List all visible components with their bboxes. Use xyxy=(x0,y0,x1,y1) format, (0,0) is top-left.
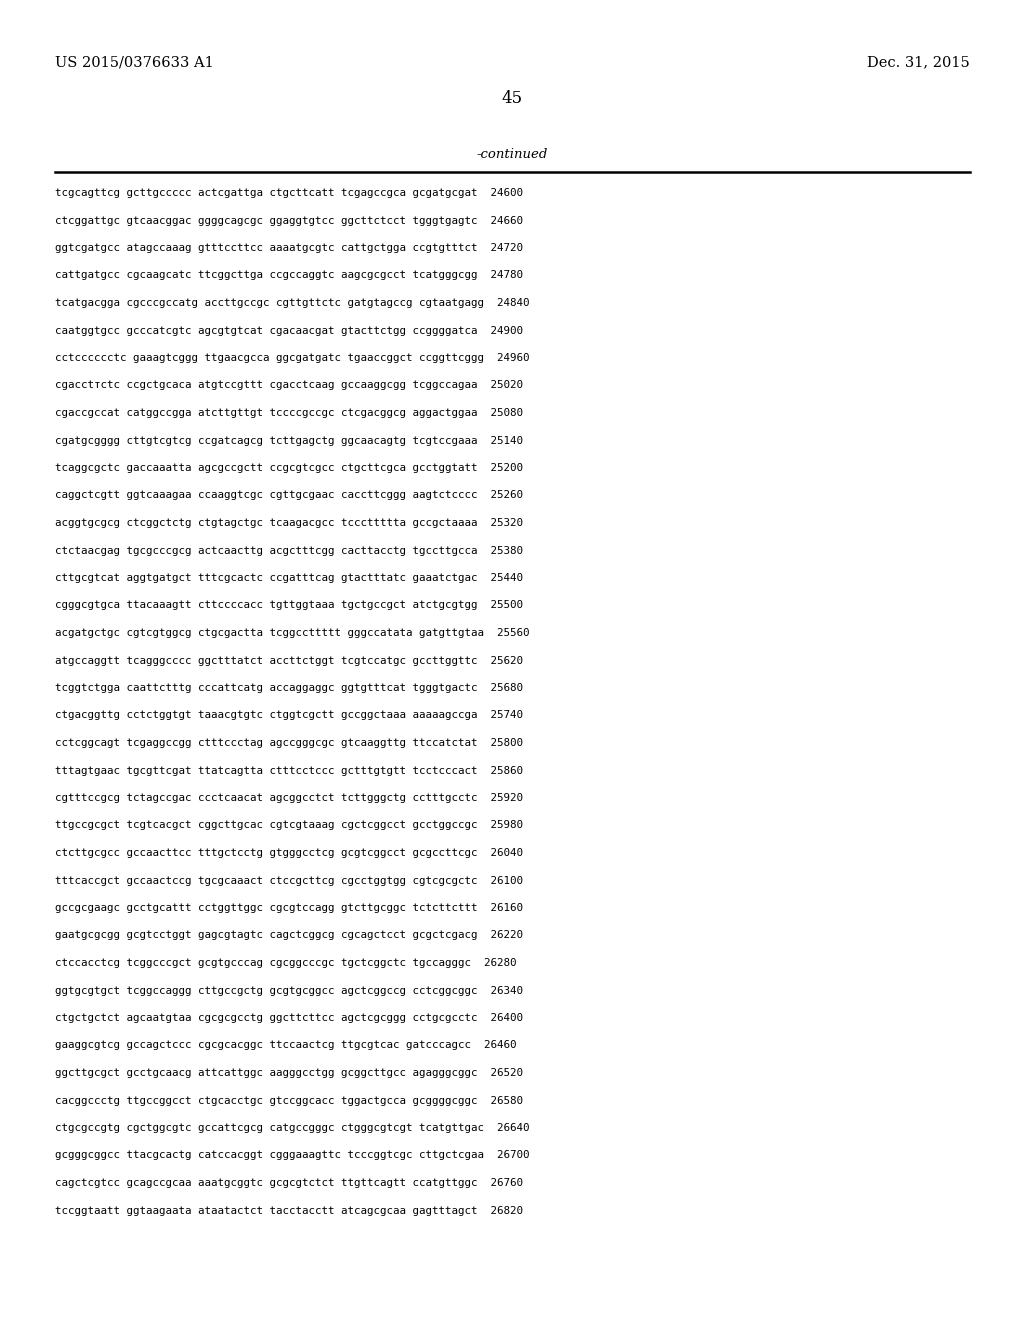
Text: cgacctтctc ccgctgcaca atgtccgttt cgacctcaag gccaaggcgg tcggccagaa  25020: cgacctтctc ccgctgcaca atgtccgttt cgacctc… xyxy=(55,380,523,391)
Text: tttagtgaac tgcgttcgat ttatcagtta ctttcctccc gctttgtgtt tcctcccact  25860: tttagtgaac tgcgttcgat ttatcagtta ctttcct… xyxy=(55,766,523,776)
Text: gcgggcggcc ttacgcactg catccacggt cgggaaagttc tcccggtcgc cttgctcgaa  26700: gcgggcggcc ttacgcactg catccacggt cgggaaa… xyxy=(55,1151,529,1160)
Text: gaatgcgcgg gcgtcctggt gagcgtagtc cagctcggcg cgcagctcct gcgctcgacg  26220: gaatgcgcgg gcgtcctggt gagcgtagtc cagctcg… xyxy=(55,931,523,940)
Text: Dec. 31, 2015: Dec. 31, 2015 xyxy=(867,55,970,69)
Text: cgaccgccat catggccgga atcttgttgt tccccgccgc ctcgacggcg aggactggaa  25080: cgaccgccat catggccgga atcttgttgt tccccgc… xyxy=(55,408,523,418)
Text: 45: 45 xyxy=(502,90,522,107)
Text: tttcaccgct gccaactccg tgcgcaaact ctccgcttcg cgcctggtgg cgtcgcgctc  26100: tttcaccgct gccaactccg tgcgcaaact ctccgct… xyxy=(55,875,523,886)
Text: gccgcgaagc gcctgcattt cctggttggc cgcgtccagg gtcttgcggc tctcttcttt  26160: gccgcgaagc gcctgcattt cctggttggc cgcgtcc… xyxy=(55,903,523,913)
Text: acgatgctgc cgtcgtggcg ctgcgactta tcggccttttt gggccatata gatgttgtaa  25560: acgatgctgc cgtcgtggcg ctgcgactta tcggcct… xyxy=(55,628,529,638)
Text: tccggtaatt ggtaagaata ataatactct tacctacctt atcagcgcaa gagtttagct  26820: tccggtaatt ggtaagaata ataatactct tacctac… xyxy=(55,1205,523,1216)
Text: -continued: -continued xyxy=(476,148,548,161)
Text: cgggcgtgca ttacaaagtt cttccccacc tgttggtaaa tgctgccgct atctgcgtgg  25500: cgggcgtgca ttacaaagtt cttccccacc tgttggt… xyxy=(55,601,523,610)
Text: tcatgacgga cgcccgccatg accttgccgc cgttgttctc gatgtagccg cgtaatgagg  24840: tcatgacgga cgcccgccatg accttgccgc cgttgt… xyxy=(55,298,529,308)
Text: cattgatgcc cgcaagcatc ttcggcttga ccgccaggtc aagcgcgcct tcatgggcgg  24780: cattgatgcc cgcaagcatc ttcggcttga ccgccag… xyxy=(55,271,523,281)
Text: cacggccctg ttgccggcct ctgcacctgc gtccggcacc tggactgcca gcggggcggc  26580: cacggccctg ttgccggcct ctgcacctgc gtccggc… xyxy=(55,1096,523,1106)
Text: ctgctgctct agcaatgtaa cgcgcgcctg ggcttcttcc agctcgcggg cctgcgcctc  26400: ctgctgctct agcaatgtaa cgcgcgcctg ggcttct… xyxy=(55,1012,523,1023)
Text: ggtgcgtgct tcggccaggg cttgccgctg gcgtgcggcc agctcggccg cctcggcggc  26340: ggtgcgtgct tcggccaggg cttgccgctg gcgtgcg… xyxy=(55,986,523,995)
Text: ctgcgccgtg cgctggcgtc gccattcgcg catgccgggc ctgggcgtcgt tcatgttgac  26640: ctgcgccgtg cgctggcgtc gccattcgcg catgccg… xyxy=(55,1123,529,1133)
Text: ctctaacgag tgcgcccgcg actcaacttg acgctttcgg cacttacctg tgccttgcca  25380: ctctaacgag tgcgcccgcg actcaacttg acgcttt… xyxy=(55,545,523,556)
Text: tcggtctgga caattctttg cccattcatg accaggaggc ggtgtttcat tgggtgactc  25680: tcggtctgga caattctttg cccattcatg accagga… xyxy=(55,682,523,693)
Text: US 2015/0376633 A1: US 2015/0376633 A1 xyxy=(55,55,214,69)
Text: ctccacctcg tcggcccgct gcgtgcccag cgcggcccgc tgctcggctc tgccagggc  26280: ctccacctcg tcggcccgct gcgtgcccag cgcggcc… xyxy=(55,958,516,968)
Text: ctgacggttg cctctggtgt taaacgtgtc ctggtcgctt gccggctaaa aaaaagccga  25740: ctgacggttg cctctggtgt taaacgtgtc ctggtcg… xyxy=(55,710,523,721)
Text: ttgccgcgct tcgtcacgct cggcttgcac cgtcgtaaag cgctcggcct gcctggccgc  25980: ttgccgcgct tcgtcacgct cggcttgcac cgtcgta… xyxy=(55,821,523,830)
Text: tcaggcgctc gaccaaatta agcgccgctt ccgcgtcgcc ctgcttcgca gcctggtatt  25200: tcaggcgctc gaccaaatta agcgccgctt ccgcgtc… xyxy=(55,463,523,473)
Text: cgtttccgcg tctagccgac ccctcaacat agcggcctct tcttgggctg cctttgcctc  25920: cgtttccgcg tctagccgac ccctcaacat agcggcc… xyxy=(55,793,523,803)
Text: cctcccccctc gaaagtcggg ttgaacgcca ggcgatgatc tgaaccggct ccggttcggg  24960: cctcccccctc gaaagtcggg ttgaacgcca ggcgat… xyxy=(55,352,529,363)
Text: acggtgcgcg ctcggctctg ctgtagctgc tcaagacgcc tcccttttta gccgctaaaa  25320: acggtgcgcg ctcggctctg ctgtagctgc tcaagac… xyxy=(55,517,523,528)
Text: cgatgcgggg cttgtcgtcg ccgatcagcg tcttgagctg ggcaacagtg tcgtccgaaa  25140: cgatgcgggg cttgtcgtcg ccgatcagcg tcttgag… xyxy=(55,436,523,446)
Text: ctcttgcgcc gccaacttcc tttgctcctg gtgggcctcg gcgtcggcct gcgccttcgc  26040: ctcttgcgcc gccaacttcc tttgctcctg gtgggcc… xyxy=(55,847,523,858)
Text: tcgcagttcg gcttgccccc actcgattga ctgcttcatt tcgagccgca gcgatgcgat  24600: tcgcagttcg gcttgccccc actcgattga ctgcttc… xyxy=(55,187,523,198)
Text: ggcttgcgct gcctgcaacg attcattggc aagggcctgg gcggcttgcc agagggcggc  26520: ggcttgcgct gcctgcaacg attcattggc aagggcc… xyxy=(55,1068,523,1078)
Text: gaaggcgtcg gccagctccc cgcgcacggc ttccaactcg ttgcgtcac gatcccagcc  26460: gaaggcgtcg gccagctccc cgcgcacggc ttccaac… xyxy=(55,1040,516,1051)
Text: caatggtgcc gcccatcgtc agcgtgtcat cgacaacgat gtacttctgg ccggggatca  24900: caatggtgcc gcccatcgtc agcgtgtcat cgacaac… xyxy=(55,326,523,335)
Text: cctcggcagt tcgaggccgg ctttccctag agccgggcgc gtcaaggttg ttccatctat  25800: cctcggcagt tcgaggccgg ctttccctag agccggg… xyxy=(55,738,523,748)
Text: ggtcgatgcc atagccaaag gtttccttcc aaaatgcgtc cattgctgga ccgtgtttct  24720: ggtcgatgcc atagccaaag gtttccttcc aaaatgc… xyxy=(55,243,523,253)
Text: cagctcgtcc gcagccgcaa aaatgcggtc gcgcgtctct ttgttcagtt ccatgttggc  26760: cagctcgtcc gcagccgcaa aaatgcggtc gcgcgtc… xyxy=(55,1177,523,1188)
Text: ctcggattgc gtcaacggac ggggcagcgc ggaggtgtcc ggcttctcct tgggtgagtc  24660: ctcggattgc gtcaacggac ggggcagcgc ggaggtg… xyxy=(55,215,523,226)
Text: cttgcgtcat aggtgatgct tttcgcactc ccgatttcag gtactttatc gaaatctgac  25440: cttgcgtcat aggtgatgct tttcgcactc ccgattt… xyxy=(55,573,523,583)
Text: caggctcgtt ggtcaaagaa ccaaggtcgc cgttgcgaac caccttcggg aagtctcccc  25260: caggctcgtt ggtcaaagaa ccaaggtcgc cgttgcg… xyxy=(55,491,523,500)
Text: atgccaggtt tcagggcccc ggctttatct accttctggt tcgtccatgc gccttggttc  25620: atgccaggtt tcagggcccc ggctttatct accttct… xyxy=(55,656,523,665)
